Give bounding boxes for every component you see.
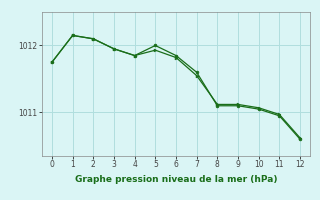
X-axis label: Graphe pression niveau de la mer (hPa): Graphe pression niveau de la mer (hPa) — [75, 175, 277, 184]
